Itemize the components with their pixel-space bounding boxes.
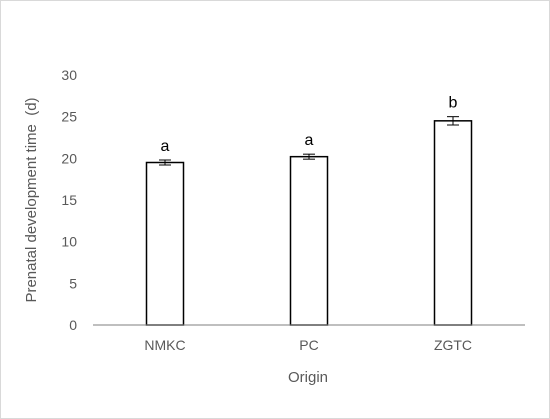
y-tick-label: 30: [61, 67, 77, 83]
x-tick-label: PC: [299, 337, 318, 353]
error-bars-group: [159, 116, 459, 166]
significance-label: a: [161, 138, 170, 155]
x-axis-ticks: NMKC PC ZGTC: [144, 337, 472, 353]
x-tick-label: ZGTC: [434, 337, 472, 353]
y-tick-label: 25: [61, 109, 77, 125]
significance-label: b: [449, 95, 458, 112]
y-tick-label: 20: [61, 150, 77, 166]
x-tick-label: NMKC: [144, 337, 185, 353]
y-axis-ticks: 0 5 10 15 20 25 30: [61, 67, 77, 333]
bar-nmkc: [145, 161, 185, 326]
y-tick-label: 0: [69, 317, 77, 333]
y-tick-label: 15: [61, 192, 77, 208]
y-tick-label: 10: [61, 234, 77, 250]
significance-labels-group: a a b: [161, 95, 458, 155]
bar-pc: [289, 155, 329, 326]
x-axis-title: Origin: [288, 369, 328, 386]
bar-zgtc: [433, 120, 473, 326]
bars-group: [145, 120, 473, 326]
y-tick-label: 5: [69, 275, 77, 291]
y-axis-title: Prenatal development time (d): [23, 97, 40, 302]
significance-label: a: [305, 132, 314, 149]
